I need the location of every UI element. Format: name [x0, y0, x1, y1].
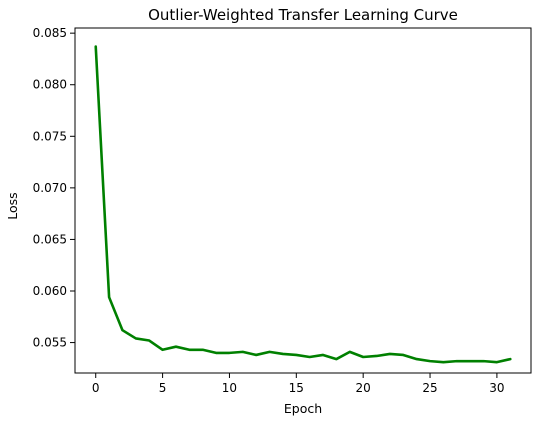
- chart-title: Outlier-Weighted Transfer Learning Curve: [148, 6, 458, 24]
- series-line: [94, 45, 512, 364]
- y-tick-label: 0.075: [33, 129, 67, 143]
- x-tick-label: 20: [356, 381, 371, 395]
- x-tick-label: 0: [92, 381, 100, 395]
- y-tick-label: 0.055: [33, 336, 67, 350]
- plot-frame: [74, 27, 532, 374]
- plot-area: 0 5 10 15 20 25 30 0.055 0.060 0.065 0.070 0.075 0.0…: [33, 26, 532, 395]
- x-tick-label: 30: [489, 381, 504, 395]
- y-tick-label: 0.070: [33, 181, 67, 195]
- x-tick-label: 10: [222, 381, 237, 395]
- x-tick-label: 25: [422, 381, 437, 395]
- y-tick-label: 0.060: [33, 284, 67, 298]
- x-tick-label: 5: [159, 381, 167, 395]
- y-tick-label: 0.080: [33, 78, 67, 92]
- x-axis-label: Epoch: [284, 401, 322, 416]
- x-tick-label: 15: [289, 381, 304, 395]
- y-tick-label: 0.085: [33, 26, 67, 40]
- y-tick-label: 0.065: [33, 232, 67, 246]
- y-axis-label: Loss: [5, 192, 20, 219]
